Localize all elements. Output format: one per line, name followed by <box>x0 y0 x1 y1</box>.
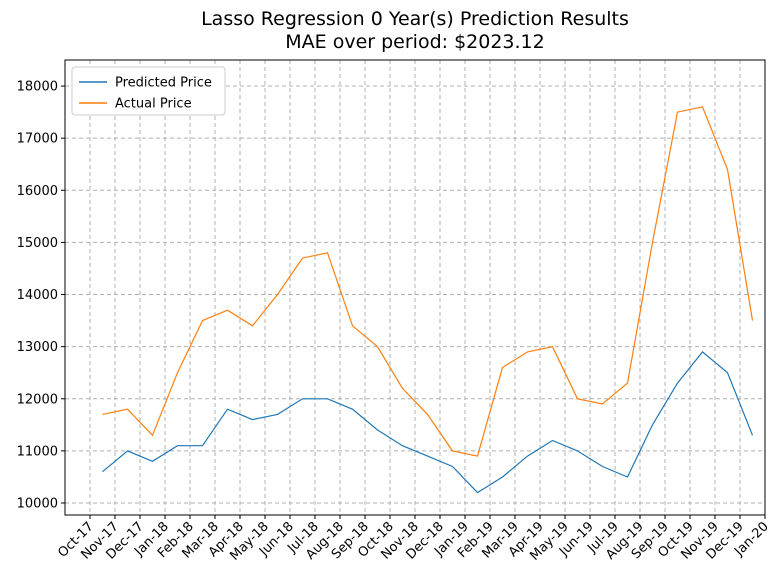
y-tick-label: 16000 <box>17 184 58 199</box>
y-tick-label: 17000 <box>17 132 58 147</box>
legend-label: Predicted Price <box>115 76 212 91</box>
y-tick-label: 13000 <box>17 340 58 355</box>
y-tick-label: 14000 <box>17 288 58 303</box>
chart-subtitle: MAE over period: $2023.12 <box>285 31 544 53</box>
chart-title: Lasso Regression 0 Year(s) Prediction Re… <box>201 8 629 30</box>
y-tick-label: 15000 <box>17 236 58 251</box>
legend-box <box>71 66 226 116</box>
data-line <box>102 351 754 494</box>
y-tick-label: 10000 <box>17 497 58 512</box>
data-line <box>102 106 754 457</box>
legend: Predicted Price Actual Price <box>71 66 226 116</box>
y-tick-label: 12000 <box>17 392 58 407</box>
plot-frame <box>64 59 766 516</box>
legend-label: Actual Price <box>115 97 192 112</box>
y-tick-label: 11000 <box>17 444 58 459</box>
y-tick-label: 18000 <box>17 80 58 95</box>
